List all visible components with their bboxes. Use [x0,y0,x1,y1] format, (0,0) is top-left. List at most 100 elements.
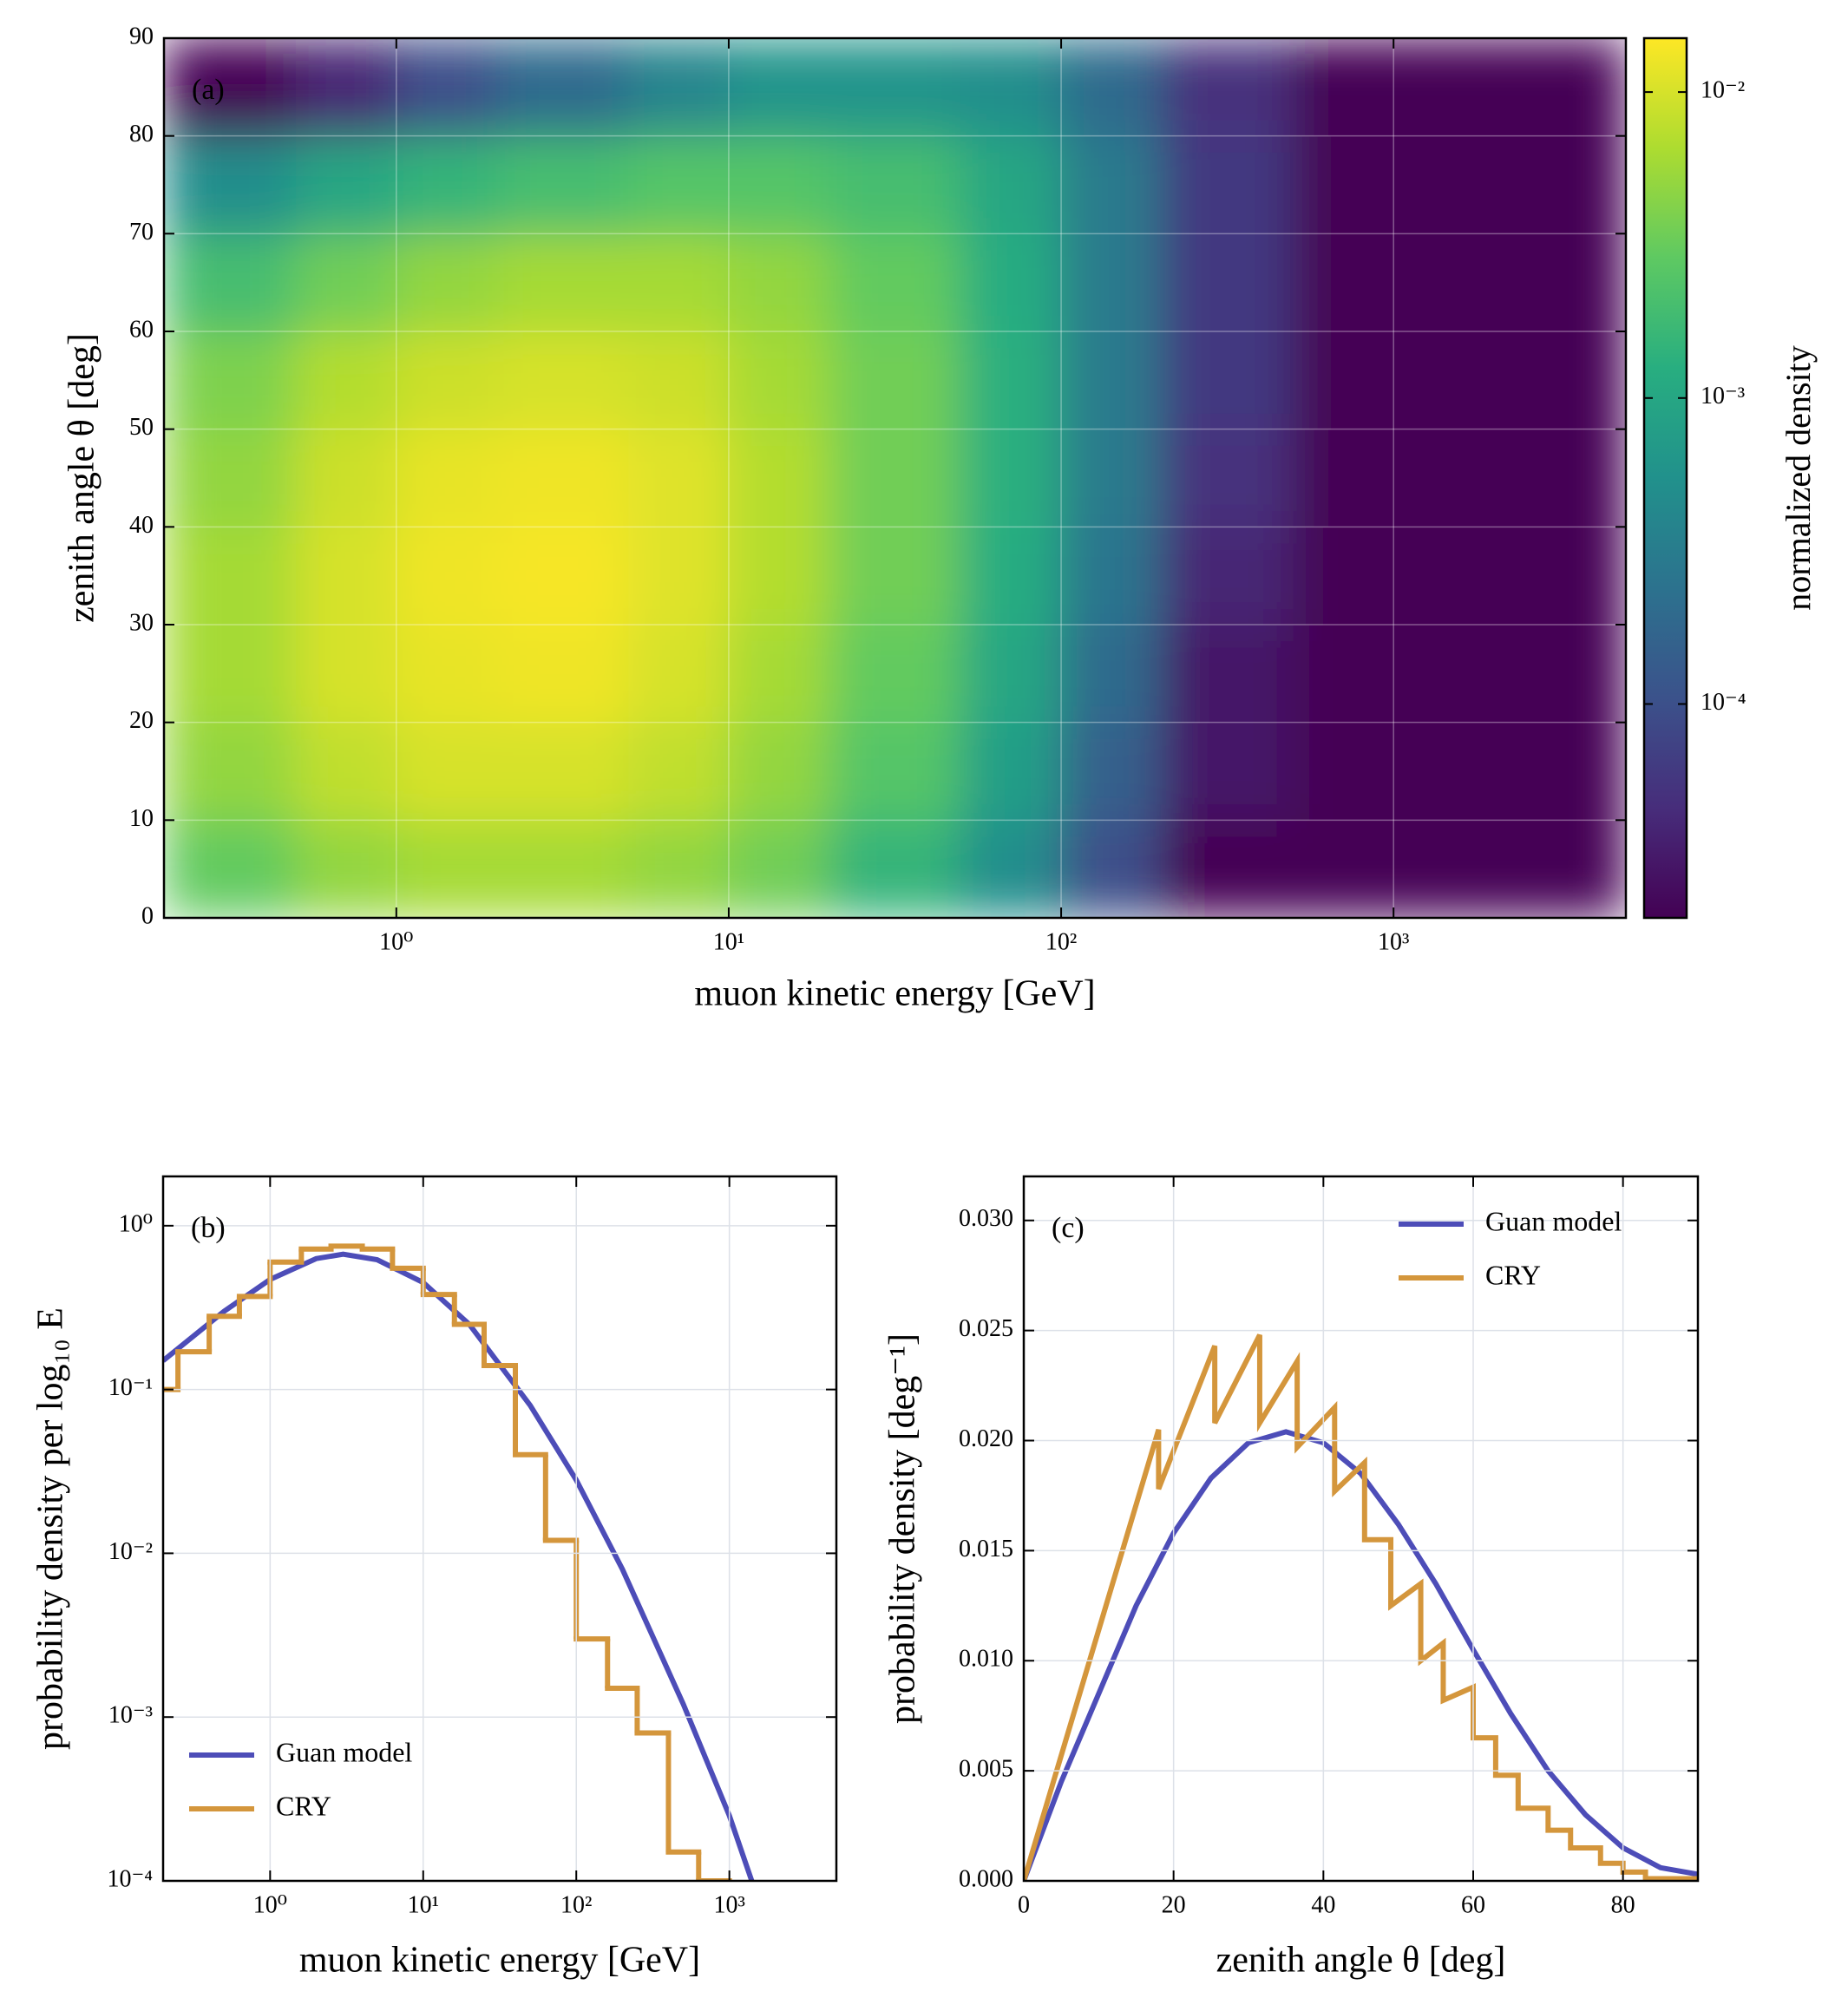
heatmap-cell [828,233,962,332]
heatmap-cell [1293,233,1394,332]
heatmap-cell [1060,526,1162,626]
heatmap-cell [1293,624,1394,724]
heatmap-cell [828,819,962,918]
heatmap-cell [960,38,1062,137]
heatmap-cell [1393,233,1626,332]
heatmap-cell [1060,429,1162,527]
heatmap-cell [396,526,497,626]
y-axis-label: zenith angle θ [deg] [62,333,102,623]
y-axis-label: probability density [deg⁻¹] [883,1333,923,1724]
heatmap-cell [628,722,730,821]
heatmap-cell [628,135,730,234]
heatmap-cell [1160,233,1294,332]
panel-label: (c) [1052,1212,1085,1244]
y-tick-label: 0.000 [959,1865,1013,1892]
heatmap-cell [1160,819,1294,918]
y-tick-label: 0.015 [959,1536,1013,1562]
colorbar-tick-label: 10⁻⁴ [1701,689,1746,716]
y-tick-label: 0.005 [959,1756,1013,1783]
heatmap-cell [728,135,829,234]
heatmap-cell [164,38,297,137]
y-axis-label: probability density per log₁₀ E [31,1307,71,1750]
heatmap-cell [728,624,829,724]
axes-frame [161,1175,838,1883]
heatmap-cell [1060,38,1162,137]
heatmap-cell [295,135,397,234]
plot-area [163,1243,755,1881]
heatmap-cell [1393,135,1626,234]
heatmap-cell [628,429,730,527]
x-tick-label: 0 [1018,1891,1030,1918]
heatmap-cell [960,819,1062,918]
heatmap-cell [960,331,1062,430]
x-tick-label: 10⁰ [379,928,413,955]
heatmap-cell [828,135,962,234]
heatmap-cell [164,526,297,626]
y-tick-label: 10⁻³ [108,1702,153,1729]
x-tick-label: 10² [560,1891,592,1918]
heatmap-cell [1160,429,1294,527]
heatmap-cell [828,526,962,626]
heatmap-cell [295,429,397,527]
heatmap-cell [495,38,630,137]
heatmap-cell [1293,331,1394,430]
heatmap-cell [295,526,397,626]
panel-label: (b) [191,1212,226,1244]
heatmap-cell [1160,331,1294,430]
heatmap-cell [960,624,1062,724]
heatmap-cell [164,233,297,332]
heatmap-cell [628,233,730,332]
heatmap-cell [1060,819,1162,918]
legend-label: Guan model [276,1736,412,1767]
heatmap-cell [495,429,630,527]
heatmap-cell [828,331,962,430]
heatmap-cell [628,331,730,430]
heatmap-cell [960,722,1062,821]
x-tick-label: 60 [1461,1891,1485,1918]
heatmap-cell [628,624,730,724]
heatmap-cell [495,526,630,626]
heatmap-cell [396,624,497,724]
y-tick-label: 0 [141,902,154,929]
heatmap-cell [960,429,1062,527]
line [163,1251,755,1881]
heatmap-cell [396,135,497,234]
heatmap-cell [1160,38,1294,137]
x-tick-label: 10¹ [713,928,744,955]
plot-area [164,38,1626,918]
x-tick-label: 10² [1045,928,1077,955]
heatmap-cell [728,819,829,918]
heatmap-cell [164,624,297,724]
heatmap-cell [960,135,1062,234]
heatmap-cell [1160,135,1294,234]
heatmap-cell [495,819,630,918]
heatmap-cell [828,722,962,821]
y-tick-label: 20 [129,707,154,734]
legend-label: CRY [276,1790,331,1821]
colorbar-label: normalized density [1779,345,1818,610]
heatmap-cell [295,233,397,332]
colorbar-tick-label: 10⁻² [1701,77,1745,104]
x-tick-label: 10⁰ [253,1891,287,1918]
heatmap-cell [960,233,1062,332]
heatmap-cell [396,233,497,332]
heatmap-cell [1393,624,1626,724]
heatmap-cell [495,624,630,724]
heatmap-cell [1160,526,1294,626]
y-tick-label: 10⁻² [108,1538,153,1565]
heatmap-cell [1293,722,1394,821]
heatmap-cell [728,331,829,430]
y-tick-label: 40 [129,512,154,539]
y-tick-label: 30 [129,609,154,636]
y-tick-label: 70 [129,219,154,246]
y-tick-label: 0.020 [959,1425,1013,1452]
heatmap [164,38,1626,918]
heatmap-cell [628,38,730,137]
heatmap-cell [396,429,497,527]
x-tick-label: 10³ [713,1891,744,1918]
heatmap-cell [1393,331,1626,430]
x-axis-label: muon kinetic energy [GeV] [694,974,1095,1014]
heatmap-cell [1393,722,1626,821]
x-axis-label: muon kinetic energy [GeV] [299,1941,700,1981]
